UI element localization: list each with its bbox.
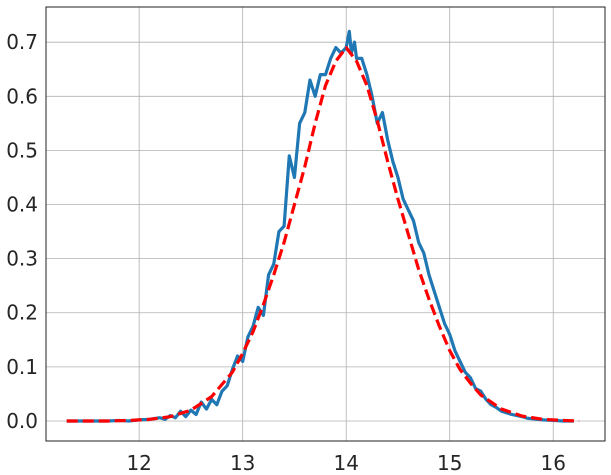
y-tick-label: 0.6 xyxy=(6,84,38,108)
x-tick-label: 15 xyxy=(437,451,462,475)
y-tick-label: 0.5 xyxy=(6,138,38,162)
y-tick-label: 0.4 xyxy=(6,193,38,217)
y-tick-label: 0.1 xyxy=(6,355,38,379)
y-tick-label: 0.0 xyxy=(6,409,38,433)
x-tick-label: 12 xyxy=(126,451,151,475)
y-tick-label: 0.3 xyxy=(6,247,38,271)
grid xyxy=(46,7,605,441)
x-tick-label: 14 xyxy=(333,451,358,475)
plot-frame xyxy=(45,6,606,442)
x-tick-label: 13 xyxy=(230,451,255,475)
x-tick-label: 16 xyxy=(541,451,566,475)
tick-labels: 12 13 14 15 16 0.0 0.1 0.2 0.3 0.4 0.5 0.6 0.7 xyxy=(6,30,566,475)
fit-curve-line xyxy=(66,45,580,423)
y-tick-label: 0.2 xyxy=(6,301,38,325)
y-tick-label: 0.7 xyxy=(6,30,38,54)
series-layer xyxy=(66,29,580,423)
